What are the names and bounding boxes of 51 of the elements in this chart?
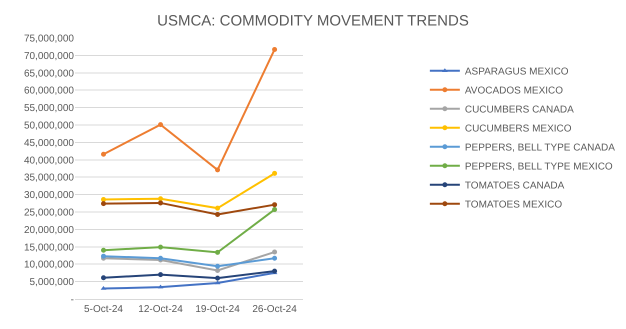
x-tick-label: 26-Oct-24: [252, 304, 298, 315]
x-tick-label: 5-Oct-24: [84, 304, 124, 315]
point: [101, 196, 106, 202]
point: [272, 207, 278, 212]
point: [215, 250, 220, 255]
point: [215, 268, 220, 273]
y-tick-label: 70,000,000: [24, 50, 74, 62]
y-tick-label: 65,000,000: [24, 68, 74, 80]
y-tick-label: 35,000,000: [24, 172, 74, 184]
point: [101, 201, 106, 206]
point: [101, 248, 106, 253]
x-tick-label: 12-Oct-24: [138, 304, 184, 315]
point: [272, 256, 278, 261]
y-tick-label: 15,000,000: [24, 242, 74, 254]
y-tick-label: -: [70, 294, 74, 306]
point: [215, 264, 220, 269]
point: [272, 46, 278, 52]
point: [272, 250, 278, 255]
y-tick-label: 25,000,000: [24, 208, 74, 218]
y-tick-label: 45,000,000: [24, 138, 74, 149]
point: [215, 276, 220, 281]
x-tick-label: 19-Oct-24: [195, 304, 240, 315]
y-tick-label: 10,000,000: [24, 260, 74, 271]
legend-label: CUCUMBERS CANADA: [464, 104, 574, 116]
point: [158, 200, 164, 206]
point: [101, 152, 106, 157]
legend-label: TOMATOES MEXICO: [464, 200, 562, 211]
legend-label: ASPARAGUS MEXICO: [464, 66, 569, 78]
y-tick-label: 5,000,000: [30, 277, 74, 288]
y-tick-label: 75,000,000: [24, 34, 74, 44]
legend-label: PEPPERS, BELL TYPE MEXICO: [464, 162, 613, 173]
y-tick-label: 55,000,000: [24, 103, 74, 114]
y-tick-label: 30,000,000: [24, 190, 74, 202]
legend-label: PEPPERS, BELL TYPE CANADA: [464, 142, 616, 154]
point: [272, 170, 278, 176]
point: [215, 206, 220, 211]
point: [215, 212, 220, 217]
point: [158, 272, 164, 278]
legend-label: AVOCADOS MEXICO: [464, 86, 564, 97]
point: [215, 167, 220, 172]
point: [101, 275, 106, 280]
y-tick-label: 60,000,000: [24, 86, 74, 97]
y-tick-label: 20,000,000: [24, 224, 74, 236]
y-tick-label: 40,000,000: [24, 155, 74, 166]
point: [158, 122, 164, 128]
legend-label: CUCUMBERS MEXICO: [464, 124, 572, 135]
point: [158, 244, 164, 250]
chart-title: USMCA: COMMODITY MOVEMENT TRENDS: [157, 12, 469, 30]
y-tick-label: 50,000,000: [24, 120, 74, 132]
legend-label: TOMATOES CANADA: [464, 180, 565, 192]
point: [272, 202, 278, 208]
